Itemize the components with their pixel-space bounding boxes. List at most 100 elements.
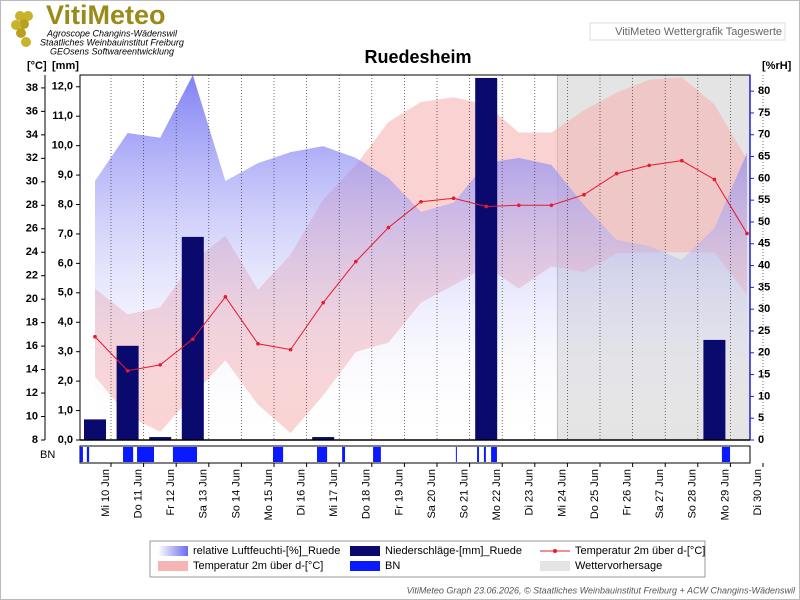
leaf-wetness [86,447,90,462]
y3-tick-label: 0 [758,434,764,446]
y3-tick-label: 15 [758,368,770,380]
precip-bar [149,437,172,440]
leaf-wetness [342,447,346,462]
x-tick-label: Mi 10 Jun [100,469,112,517]
y2-tick-label: 12,0 [52,81,73,93]
y3-tick-label: 75 [758,107,770,119]
y-tick-label: 36 [26,105,38,117]
x-tick-label: Di 16 Jun [296,469,308,515]
legend-label: Niederschläge-[mm]_Ruede [385,545,522,557]
x-tick-label: Mi 17 Jun [328,469,340,517]
legend-swatch [350,546,380,556]
legend-swatch [540,561,570,571]
y-tick-label: 32 [26,152,38,164]
temp-point [745,231,749,236]
x-tick-label: Mo 15 Jun [263,469,275,520]
strip-label: BN [40,449,55,461]
logo [11,11,33,47]
y-tick-label: 14 [26,363,39,375]
x-tick-label: Di 23 Jun [524,469,536,515]
temp-point [288,347,293,352]
legend-swatch [158,561,188,571]
legend-label: Wettervorhersage [575,560,662,572]
leaf-wetness [455,447,457,462]
temp-point [712,177,717,182]
y3-tick-label: 80 [758,85,770,97]
legend-swatch [350,561,380,571]
y-tick-label: 22 [26,270,38,282]
y2-tick-label: 10,0 [52,140,73,152]
temp-point [386,225,391,230]
y2-axis-label: [mm] [52,60,79,72]
temp-point [419,199,423,204]
legend-swatch [553,549,557,553]
leaf-wetness [483,447,486,462]
y3-tick-label: 20 [758,347,770,359]
x-tick-label: Sa 20 Jun [426,469,438,519]
x-tick-label: Fr 12 Jun [165,469,177,515]
temp-point [582,192,586,197]
y2-tick-label: 3,0 [58,346,73,358]
y-axis-label: [°C] [27,60,47,72]
logo-text: VitiMeteo [46,0,166,30]
y2-tick-label: 2,0 [58,375,73,387]
x-tick-label: Fr 19 Jun [393,469,405,515]
logo-line: Staatliches Weinbauinstitut Freiburg [40,37,184,47]
y3-tick-label: 45 [758,238,770,250]
temp-point [451,196,456,201]
y2-tick-label: 4,0 [58,316,73,328]
temp-point [321,300,326,305]
legend [149,540,706,578]
temp-point [191,337,195,341]
y3-tick-label: 50 [758,216,770,228]
temp-point [680,158,684,163]
x-tick-label: Mi 24 Jun [556,469,568,517]
y2-tick-label: 11,0 [52,110,73,122]
y3-tick-label: 35 [758,281,770,293]
temp-point [223,295,228,299]
leaf-wetness [721,447,731,462]
legend-label: relative Luftfeuchti-[%]_Ruede [193,545,340,557]
footer: VitiMeteo Graph 23.06.2026, © Staatliche… [407,585,796,595]
temp-point [93,334,97,339]
y3-tick-label: 40 [758,259,770,271]
x-tick-label: Do 11 Jun [133,469,145,518]
x-tick-label: Sa 27 Jun [654,469,666,519]
x-tick-label: Di 30 Jun [752,469,764,515]
temp-point [484,204,489,209]
strip-bg [79,445,751,464]
precip-bar [703,339,726,440]
x-tick-label: So 28 Jun [687,469,699,519]
y3-tick-label: 55 [758,194,770,206]
temp-point [158,363,162,367]
temp-point [354,259,358,264]
leaf-wetness [123,447,134,462]
chart-title: Ruedesheim [364,47,471,67]
logo-line: Agroscope Changins-Wädenswil [46,28,178,38]
leaf-wetness [477,447,480,462]
y2-tick-label: 5,0 [58,287,73,299]
precip-bar [312,437,335,440]
y-tick-label: 30 [26,176,38,188]
x-tick-label: Mo 22 Jun [491,469,503,520]
y2-tick-label: 9,0 [58,169,73,181]
y3-tick-label: 25 [758,325,770,337]
y-tick-label: 12 [26,387,38,399]
x-tick-label: So 21 Jun [459,469,471,519]
precip-bar [116,345,139,440]
leaf-wetness [137,447,155,462]
temp-point [256,341,260,346]
temp-point [549,203,554,208]
y-tick-label: 28 [26,199,38,211]
y3-tick-label: 10 [758,390,770,402]
caption-box [589,22,786,41]
y3-axis-label: [%rH] [762,60,792,72]
x-tick-label: Do 25 Jun [589,469,601,519]
leaf-wetness [80,447,83,462]
temp-point [647,163,651,168]
temp-point [614,171,619,176]
leaf-wetness [491,447,497,462]
x-tick-label: Do 18 Jun [361,469,373,519]
y-tick-label: 24 [26,246,39,258]
y2-tick-label: 0,0 [58,434,73,446]
